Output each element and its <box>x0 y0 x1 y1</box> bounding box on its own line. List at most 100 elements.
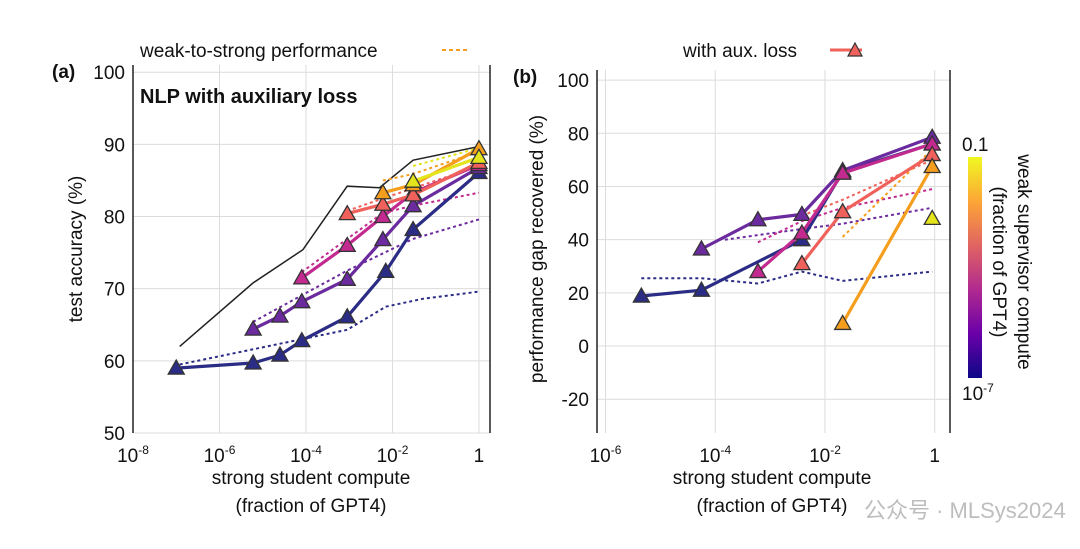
colorbar-bottom-base: 10 <box>962 384 983 405</box>
x-tick-label: 10-8 <box>117 443 149 467</box>
data-point-magenta <box>373 207 392 224</box>
x-tick-label: 10-4 <box>290 443 322 467</box>
legend-a: weak-to-strong performance <box>139 41 468 62</box>
colorbar: 0.1 10-7 weak supervisor compute (fracti… <box>962 135 1034 405</box>
x-tick-label: 10-4 <box>699 443 731 467</box>
legend-b-label: with aux. loss <box>682 41 797 62</box>
y-tick-label: 100 <box>557 71 589 92</box>
x-tick-base: 10 <box>590 446 611 467</box>
x-tick-exp: -4 <box>311 443 322 457</box>
x-tick-exp: -8 <box>138 443 149 457</box>
data-point-orange <box>833 314 852 331</box>
data-point-purple <box>292 292 311 309</box>
weak-performance-line-navy <box>641 270 933 285</box>
strong-ceiling-line <box>179 145 480 347</box>
series-line-orange <box>841 165 934 325</box>
weak-performance-line-magenta <box>757 188 933 244</box>
y-tick-label: 60 <box>104 352 125 373</box>
y-tick-label: -20 <box>562 390 589 411</box>
x-tick-base: 10 <box>290 446 311 467</box>
x-tick-base: 10 <box>809 446 830 467</box>
series-line-coral <box>346 160 480 216</box>
legend-b-triangle <box>846 41 864 57</box>
weak-performance-line-purple <box>252 218 480 323</box>
data-point-magenta <box>748 262 768 279</box>
data-point-navy <box>403 220 423 237</box>
x-tick-label: 1 <box>474 446 485 467</box>
x-tick-label: 10-2 <box>377 443 409 467</box>
y-tick-label: 90 <box>104 135 125 156</box>
data-point-coral <box>338 204 357 221</box>
y-tick-label: 50 <box>104 424 125 445</box>
x-tick-base: 10 <box>117 446 138 467</box>
data-point-yellow <box>469 148 489 165</box>
x-tick-exp: -4 <box>720 443 731 457</box>
x-axis-label: strong student compute <box>212 468 411 489</box>
data-point-orange <box>923 157 942 174</box>
data-point-coral <box>792 254 812 271</box>
data-point-navy <box>692 280 711 297</box>
weak-performance-line-purple <box>724 206 933 241</box>
data-point-purple <box>748 210 768 227</box>
x-tick-label: 10-6 <box>590 443 622 467</box>
y-tick-label: 80 <box>104 208 125 229</box>
colorbar-bottom-label: 10-7 <box>962 381 994 405</box>
series-line-magenta <box>756 142 933 273</box>
x-tick-label: 10-6 <box>204 443 236 467</box>
x-tick-base: 10 <box>699 446 720 467</box>
x-tick-base: 10 <box>204 446 225 467</box>
panel-title: NLP with auxiliary loss <box>140 86 357 108</box>
data-point-magenta <box>292 268 311 285</box>
x-axis-label-2: (fraction of GPT4) <box>236 496 387 517</box>
data-point-magenta <box>338 236 357 253</box>
x-tick-label: 10-2 <box>809 443 841 467</box>
colorbar-top-label: 0.1 <box>962 135 988 156</box>
y-tick-label: 40 <box>568 231 589 252</box>
data-point-purple <box>244 319 263 336</box>
legend-b: with aux. loss <box>682 41 864 62</box>
series-line-purple <box>252 166 480 331</box>
weak-performance-line-navy <box>179 290 480 366</box>
y-axis-label: performance gap recovered (%) <box>527 115 548 383</box>
x-axis-label-2: (fraction of GPT4) <box>697 496 848 517</box>
x-tick-base: 10 <box>377 446 398 467</box>
y-tick-label: 100 <box>93 63 125 84</box>
x-tick-exp: -2 <box>830 443 841 457</box>
data-point-purple <box>692 239 711 256</box>
y-axis-label: test accuracy (%) <box>66 176 87 323</box>
data-point-purple <box>270 306 290 323</box>
data-point-magenta <box>833 163 852 180</box>
data-point-navy <box>244 353 263 370</box>
data-point-coral <box>403 185 423 202</box>
x-tick-exp: -6 <box>225 443 236 457</box>
data-point-navy <box>167 358 186 375</box>
legend-a-label: weak-to-strong performance <box>139 41 378 62</box>
data-point-coral <box>833 202 852 219</box>
panel-label: (b) <box>513 67 537 88</box>
data-point-navy <box>270 345 290 362</box>
series-line-yellow <box>412 155 480 183</box>
data-point-purple <box>338 269 357 286</box>
data-point-orange <box>373 183 392 200</box>
x-tick-base: 1 <box>474 446 485 467</box>
data-point-purple <box>792 205 812 222</box>
x-tick-exp: -6 <box>611 443 622 457</box>
colorbar-title-1: weak supervisor compute <box>1013 153 1034 369</box>
weak-performance-line-yellow <box>412 147 480 167</box>
panel-b: 10-6 10-4 10-2 1-20020406080100(b)performan… <box>513 67 951 517</box>
x-tick-base: 1 <box>929 446 940 467</box>
x-tick-label: 1 <box>929 446 940 467</box>
data-point-yellow <box>923 209 942 226</box>
data-point-coral <box>373 194 392 211</box>
data-point-magenta <box>792 223 812 240</box>
panel-label: (a) <box>52 62 75 83</box>
data-point-navy <box>292 331 311 348</box>
y-tick-label: 60 <box>568 177 589 198</box>
data-point-navy <box>376 262 395 279</box>
data-point-purple <box>373 230 392 247</box>
data-point-navy <box>338 307 357 324</box>
watermark: 公众号 · MLSys2024 <box>864 498 1066 523</box>
colorbar-bottom-exp: -7 <box>983 381 994 395</box>
data-point-navy <box>632 286 651 303</box>
